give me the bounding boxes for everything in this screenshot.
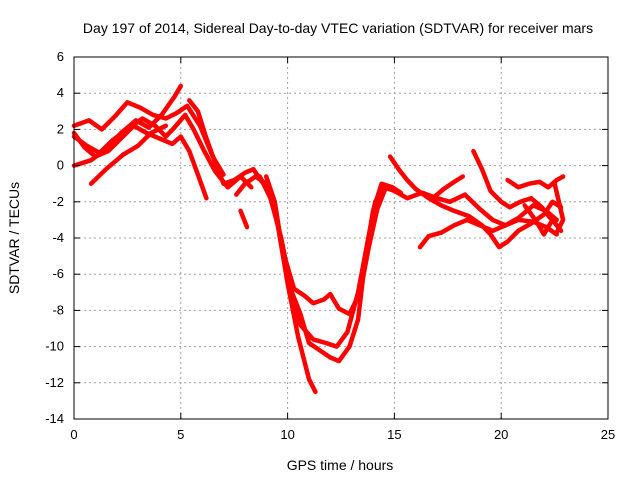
y-tick-label: -14 — [45, 411, 64, 426]
series-line-16 — [505, 174, 566, 190]
series-line-8 — [238, 208, 250, 230]
y-tick-label: 0 — [57, 158, 64, 173]
x-axis-label: GPS time / hours — [287, 457, 394, 473]
y-tick-label: -8 — [52, 302, 64, 317]
y-tick-label: -4 — [52, 230, 64, 245]
x-tick-label: 5 — [177, 427, 184, 442]
series-line-4 — [71, 83, 184, 168]
y-tick-label: -2 — [52, 194, 64, 209]
series-line-15 — [471, 148, 553, 221]
y-tick-label: -10 — [45, 339, 64, 354]
y-tick-label: 4 — [57, 85, 64, 100]
series-line-14 — [430, 174, 466, 201]
series-line-5 — [88, 123, 169, 186]
y-tick-label: 6 — [57, 49, 64, 64]
series-line-11 — [283, 185, 389, 317]
series-layer — [71, 83, 566, 395]
y-tick-label: 2 — [57, 121, 64, 136]
series-line-17 — [522, 203, 564, 237]
x-tick-label: 10 — [280, 427, 294, 442]
series-line-6 — [187, 98, 265, 186]
y-axis-label: SDTVAR / TECUs — [6, 182, 22, 294]
y-tick-label: -12 — [45, 375, 64, 390]
series-line-1 — [71, 123, 209, 201]
ticks: 0 5 10 15 20 25 -14 -12 -10 -8 -6 -4 -2 0 2 4 6 — [45, 49, 615, 442]
x-tick-label: 25 — [601, 427, 615, 442]
series-line-18 — [552, 181, 566, 235]
series-line-3 — [71, 100, 226, 177]
x-tick-label: 20 — [494, 427, 508, 442]
chart-title: Day 197 of 2014, Sidereal Day-to-day VTE… — [83, 20, 593, 36]
y-tick-label: -6 — [52, 266, 64, 281]
x-tick-label: 15 — [387, 427, 401, 442]
grid — [74, 57, 608, 419]
x-tick-label: 0 — [70, 427, 77, 442]
